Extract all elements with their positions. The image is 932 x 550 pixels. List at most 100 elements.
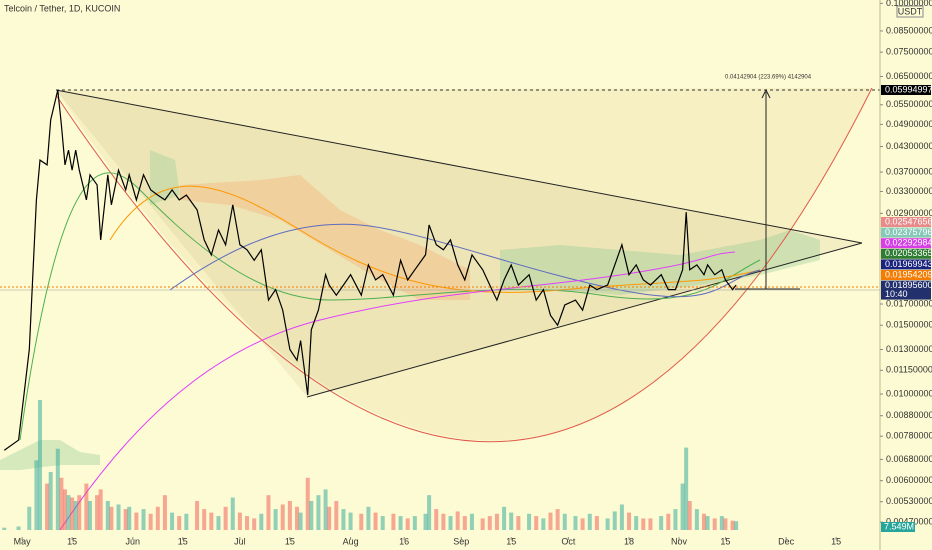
y-tick-label: 0.01150000 bbox=[886, 365, 932, 375]
volume-bar bbox=[659, 516, 664, 530]
volume-bar bbox=[680, 483, 685, 530]
x-tick-label: Oct bbox=[561, 536, 576, 546]
volume-bar bbox=[162, 495, 167, 530]
volume-bar bbox=[209, 512, 214, 530]
volume-bar bbox=[84, 483, 89, 530]
volume-bar bbox=[223, 506, 228, 530]
volume-bar bbox=[487, 516, 492, 530]
volume-bar bbox=[323, 489, 328, 530]
volume-bar bbox=[59, 477, 64, 530]
y-tick-label: 0.04300000 bbox=[886, 141, 932, 151]
volume-bar bbox=[494, 513, 499, 530]
volume-bar bbox=[273, 509, 278, 530]
volume-bar bbox=[34, 460, 39, 530]
y-tick-label: 0.00880000 bbox=[886, 410, 932, 420]
x-tick-label: Nov bbox=[671, 536, 688, 546]
volume-bar bbox=[434, 509, 439, 530]
volume-bar bbox=[245, 516, 250, 530]
volume-bar bbox=[334, 500, 339, 530]
x-tick-label: 15 bbox=[831, 536, 841, 546]
cup-area bbox=[56, 88, 872, 441]
volume-bar bbox=[619, 504, 624, 530]
volume-bar bbox=[266, 495, 271, 530]
volume-bar bbox=[155, 506, 160, 530]
price-badge bbox=[881, 280, 931, 300]
volume-bar bbox=[705, 516, 710, 530]
volume-bar bbox=[216, 516, 221, 530]
volume-bar bbox=[109, 506, 114, 530]
volume-bar bbox=[634, 516, 639, 530]
y-tick-label: 0.03700000 bbox=[886, 166, 932, 176]
volume-bar bbox=[380, 516, 385, 530]
volume-bar bbox=[455, 511, 460, 530]
volume-bar bbox=[548, 512, 553, 530]
volume-bar bbox=[116, 504, 121, 530]
y-tick-label: 0.04900000 bbox=[886, 119, 932, 129]
volume-bar bbox=[95, 495, 100, 530]
volume-bar bbox=[534, 516, 539, 530]
y-tick-label: 0.10000000 bbox=[886, 0, 932, 8]
y-tick-label: 0.00680000 bbox=[886, 454, 932, 464]
volume-bar bbox=[462, 516, 467, 530]
volume-bar bbox=[423, 513, 428, 530]
volume-bar bbox=[687, 500, 692, 530]
volume-bar bbox=[373, 512, 378, 530]
volume-bar bbox=[298, 512, 303, 530]
volume-bar bbox=[612, 511, 617, 530]
volume-bar bbox=[730, 520, 735, 530]
y-tick-label: 0.01500000 bbox=[886, 320, 932, 330]
volume-bar bbox=[287, 500, 292, 530]
y-tick-label: 0.06500000 bbox=[886, 71, 932, 81]
volume-bar bbox=[327, 506, 332, 530]
volume-bar bbox=[309, 500, 314, 530]
volume-bar bbox=[2, 527, 7, 530]
price-line bbox=[3, 89, 737, 451]
triangle-area bbox=[56, 90, 862, 397]
y-tick-label: 0.01300000 bbox=[886, 344, 932, 354]
countdown: 10:40 bbox=[885, 289, 908, 299]
volume-bar bbox=[555, 509, 560, 530]
volume-bar bbox=[502, 506, 507, 530]
volume-bar bbox=[123, 509, 128, 530]
x-tick-label: May bbox=[14, 536, 32, 546]
volume-bar bbox=[170, 512, 175, 530]
x-tick-label: 18 bbox=[624, 536, 634, 546]
volume-bar bbox=[259, 513, 264, 530]
price-badge bbox=[881, 217, 931, 227]
volume-bar bbox=[55, 448, 60, 530]
price-badge bbox=[881, 85, 931, 95]
volume-bar bbox=[723, 518, 728, 530]
x-tick-label: Aug bbox=[343, 536, 359, 546]
currency: USDT bbox=[898, 6, 923, 16]
y-tick-label: 0.00470000 bbox=[886, 516, 932, 526]
volume-bar bbox=[412, 516, 417, 530]
volume-bar bbox=[73, 500, 78, 530]
volume-bar bbox=[694, 509, 699, 530]
y-tick-label: 0.08500000 bbox=[886, 25, 932, 35]
y-tick-label: 0.00530000 bbox=[886, 496, 932, 506]
volume-bar bbox=[62, 489, 67, 530]
volume-bar bbox=[45, 483, 50, 530]
volume-bar bbox=[127, 506, 132, 530]
volume-bar bbox=[562, 513, 567, 530]
x-tick-label: 15 bbox=[506, 536, 516, 546]
volume-bar bbox=[673, 509, 678, 530]
volume-bar bbox=[427, 495, 432, 530]
volume-bar bbox=[469, 513, 474, 530]
price-badge-label: 0.05994997 bbox=[885, 84, 932, 94]
volume-bar bbox=[712, 518, 717, 530]
x-tick-label: 15 bbox=[285, 536, 295, 546]
cloud-bullish bbox=[0, 440, 100, 470]
volume-bar bbox=[359, 513, 364, 530]
trendline bbox=[306, 242, 863, 398]
measure-annotation: 0.04142904 (223.69%) 4142904 bbox=[725, 75, 812, 81]
volume-bar bbox=[398, 516, 403, 530]
volume-bar bbox=[702, 513, 706, 530]
x-tick-label: 16 bbox=[399, 536, 409, 546]
volume-bar bbox=[684, 447, 689, 530]
volume-bar bbox=[148, 513, 153, 530]
y-tick-label: 0.00600000 bbox=[886, 475, 932, 485]
price-badge bbox=[881, 270, 931, 280]
volume-bar bbox=[573, 516, 578, 530]
